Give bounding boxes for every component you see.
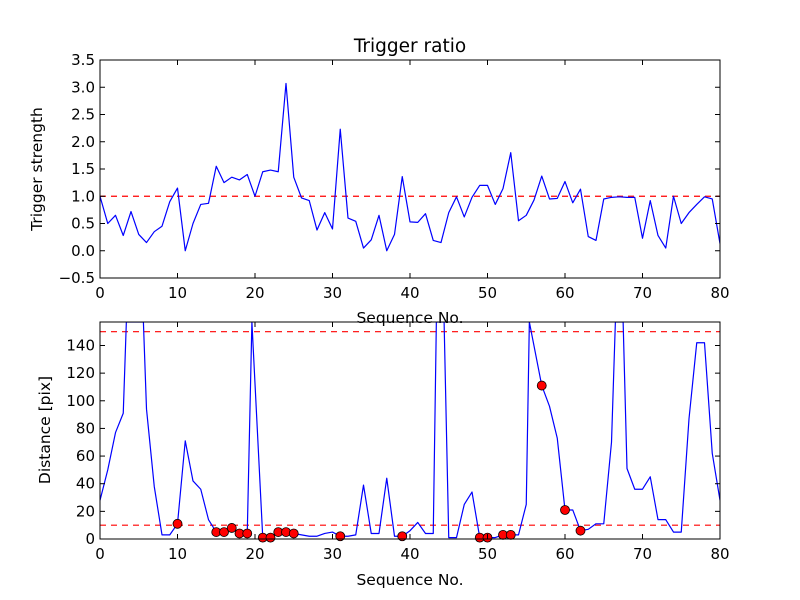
y-tick-label: 80 — [76, 419, 95, 437]
x-tick-label: 0 — [95, 545, 105, 563]
threshold-lines — [100, 331, 720, 526]
y-tick-label: 3.0 — [71, 78, 95, 96]
x-tick-label: 10 — [168, 545, 187, 563]
y-tick-label: 0.5 — [71, 215, 95, 233]
x-tick-label: 40 — [400, 545, 419, 563]
x-tick-label: 20 — [245, 284, 264, 302]
y-axis-ticks: −0.5 0.0 0.5 1.0 1.5 2.0 2.5 3.0 3.5 — [59, 51, 720, 287]
y-tick-label: 2.0 — [71, 133, 95, 151]
series-group — [100, 322, 720, 539]
x-tick-label: 10 — [168, 284, 187, 302]
x-axis-ticks: 0 10 20 30 40 50 60 70 80 — [95, 322, 730, 563]
x-tick-label: 30 — [323, 284, 342, 302]
series-line — [100, 82, 720, 252]
data-point-marker — [172, 518, 183, 529]
series-line — [100, 322, 720, 539]
x-tick-label: 60 — [555, 545, 574, 563]
y-tick-label: 1.5 — [71, 160, 95, 178]
y-tick-label: −0.5 — [59, 269, 95, 287]
x-axis-ticks: 0 10 20 30 40 50 60 70 80 — [95, 60, 730, 302]
y-tick-label: 60 — [76, 447, 95, 465]
data-point-marker — [242, 528, 253, 539]
x-tick-label: 50 — [478, 545, 497, 563]
data-point-marker — [397, 531, 408, 542]
x-tick-label: 70 — [633, 284, 652, 302]
x-tick-label: 80 — [710, 545, 729, 563]
x-tick-label: 60 — [555, 284, 574, 302]
x-tick-label: 80 — [710, 284, 729, 302]
data-point-marker — [536, 380, 547, 391]
y-tick-label: 100 — [66, 392, 95, 410]
y-axis-label: Trigger strength — [28, 107, 46, 232]
x-tick-label: 50 — [478, 284, 497, 302]
series-group — [100, 82, 720, 252]
x-tick-label: 20 — [245, 545, 264, 563]
y-axis-label: Distance [pix] — [36, 376, 54, 484]
y-tick-label: 3.5 — [71, 51, 95, 69]
y-tick-label: 2.5 — [71, 106, 95, 124]
y-tick-label: 1.0 — [71, 187, 95, 205]
data-point-marker — [288, 528, 299, 539]
data-point-marker — [560, 505, 570, 515]
data-point-marker — [335, 531, 346, 542]
trigger-ratio-chart: Trigger ratio 0 10 20 30 40 50 60 70 80 −0.50.00… — [28, 36, 730, 327]
chart-title: Trigger ratio — [353, 36, 466, 57]
data-point-marker — [226, 523, 237, 533]
data-point-marker — [505, 529, 516, 540]
x-tick-label: 40 — [400, 284, 419, 302]
y-tick-label: 140 — [66, 336, 95, 354]
y-tick-label: 0.0 — [71, 242, 95, 260]
distance-chart: 0 10 20 30 40 50 60 70 80 0 20 40 60 80 100 120 140 Seq… — [36, 321, 730, 589]
x-tick-label: 30 — [323, 545, 342, 563]
marker-group — [172, 380, 586, 543]
y-tick-label: 40 — [76, 475, 95, 493]
data-point-marker — [219, 527, 229, 537]
y-tick-label: 0 — [85, 530, 95, 548]
y-tick-label: 20 — [76, 502, 95, 520]
y-tick-label: 120 — [66, 364, 95, 382]
data-point-marker — [265, 532, 276, 543]
x-axis-label: Sequence No. — [356, 571, 463, 589]
x-tick-label: 0 — [95, 284, 105, 302]
data-point-marker — [575, 525, 586, 536]
x-tick-label: 70 — [633, 545, 652, 563]
y-axis-ticks: 0 20 40 60 80 100 120 140 — [66, 336, 720, 548]
